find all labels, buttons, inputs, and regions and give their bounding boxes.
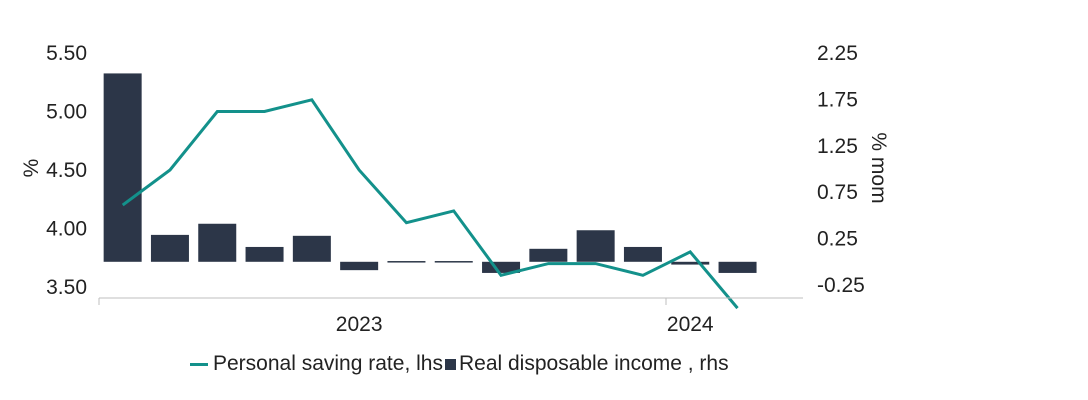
left-axis-title: % (20, 159, 43, 178)
x-axis-ticks: 2023 2024 (336, 313, 714, 336)
left-tick-label: 5.00 (46, 101, 87, 124)
legend-label-saving-rate: Personal saving rate, lhs (213, 352, 443, 375)
bar-2023-12 (623, 246, 662, 262)
legend-line-swatch (190, 362, 208, 366)
left-axis-ticks: 3.50 4.00 4.50 5.00 5.50 (46, 42, 87, 299)
saving-rate-line (121, 98, 739, 310)
line-series-personal-saving-rate (121, 98, 739, 310)
bar-2023-08 (434, 261, 473, 263)
left-tick-label: 3.50 (46, 276, 87, 299)
legend-item-disposable-income: Real disposable income , rhs (444, 352, 729, 376)
left-tick-label: 4.00 (46, 218, 87, 241)
legend: Personal saving rate, lhs Real disposabl… (190, 352, 729, 376)
right-tick-label: 1.25 (817, 135, 858, 158)
right-tick-label: -0.25 (817, 274, 865, 297)
left-tick-label: 4.50 (46, 159, 87, 182)
bar-2023-11 (576, 230, 615, 262)
x-tick-label: 2023 (336, 313, 383, 336)
bar-2023-09 (482, 261, 521, 273)
right-tick-label: 0.25 (817, 228, 858, 251)
bar-2023-10 (529, 248, 568, 262)
bar-2024-02 (718, 261, 757, 273)
legend-label-disposable-income: Real disposable income , rhs (458, 352, 729, 375)
bar-2023-06 (340, 261, 379, 271)
right-axis-ticks: -0.25 0.25 0.75 1.25 1.75 2.25 (817, 42, 865, 297)
right-axis-title: % mom (867, 132, 890, 203)
bar-2024-01 (671, 261, 710, 265)
bar-2023-03 (198, 223, 237, 262)
bar-2023-05 (292, 235, 331, 262)
bar-2023-04 (245, 246, 284, 262)
legend-box-swatch (444, 358, 456, 370)
left-tick-label: 5.50 (46, 42, 87, 65)
legend-item-saving-rate: Personal saving rate, lhs (190, 352, 443, 376)
bar-2023-02 (150, 234, 189, 262)
x-tick-label: 2024 (667, 313, 714, 336)
bar-2023-01 (103, 73, 142, 262)
right-tick-label: 2.25 (817, 42, 858, 65)
right-tick-label: 1.75 (817, 88, 858, 111)
bar-series-real-disposable-income (103, 73, 757, 273)
right-tick-label: 0.75 (817, 181, 858, 204)
bar-2023-07 (387, 261, 426, 263)
